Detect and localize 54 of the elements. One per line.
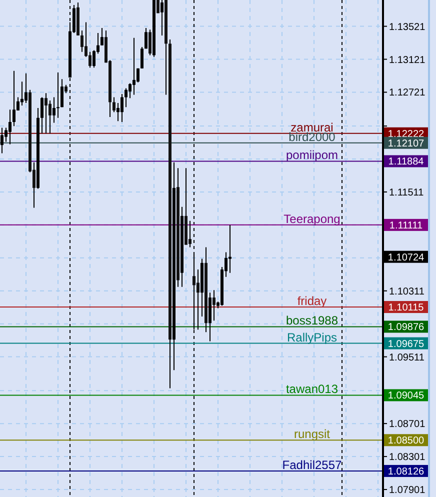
ref-line-label: pomiipom xyxy=(286,148,338,162)
candlestick xyxy=(60,78,64,108)
ref-line-label: Teerapong xyxy=(284,212,340,226)
ref-line-label: boss1988 xyxy=(286,314,338,328)
candlestick xyxy=(44,92,48,134)
candlestick xyxy=(120,93,124,122)
candlestick xyxy=(92,50,96,68)
y-tick-label: 1.08701 xyxy=(389,419,426,430)
candlestick xyxy=(192,252,196,330)
candlestick xyxy=(160,0,164,36)
candlestick xyxy=(140,46,144,69)
text: 1.09675 xyxy=(388,338,425,350)
text: 1.08126 xyxy=(388,466,425,478)
text: 1.11111 xyxy=(389,220,424,232)
ref-line-label: rungsit xyxy=(294,427,331,442)
candlestick xyxy=(24,72,28,104)
y-tick-label: 1.12721 xyxy=(389,88,426,99)
y-tick-label: 1.09511 xyxy=(389,352,425,364)
text: 1.12107 xyxy=(388,138,425,150)
y-tick-label: 1.08301 xyxy=(389,452,426,464)
text: 1.12222 xyxy=(388,128,425,140)
candlestick xyxy=(112,96,116,113)
candlestick xyxy=(132,37,136,96)
candlestick xyxy=(128,82,132,99)
ref-line-label: friday xyxy=(297,294,327,308)
text: 1.10115 xyxy=(388,302,424,314)
candlestick xyxy=(8,109,12,145)
text: 1.10724 xyxy=(388,252,425,264)
y-tick-label: 1.13121 xyxy=(389,54,426,66)
ref-line-label: Fadhil2557 xyxy=(282,458,342,472)
candlestick xyxy=(0,127,4,154)
candlestick xyxy=(100,28,104,46)
candlestick xyxy=(136,68,140,83)
candlestick xyxy=(12,70,16,127)
text: 1.09045 xyxy=(388,390,425,402)
candlestick xyxy=(188,220,192,248)
y-tick-label: 1.10311 xyxy=(389,286,425,298)
candlestick xyxy=(212,290,216,322)
candlestick xyxy=(80,30,84,52)
y-tick-label: 1.07901 xyxy=(389,485,426,496)
text: 1.09876 xyxy=(388,322,425,334)
text: 1.11884 xyxy=(388,156,424,168)
candlestick xyxy=(48,100,52,134)
candlestick xyxy=(52,96,56,124)
text: 1.08500 xyxy=(388,436,425,447)
candlestick xyxy=(124,88,128,108)
candlestick xyxy=(40,96,44,134)
candlestick xyxy=(56,72,60,118)
ref-line-label: tawan013 xyxy=(286,382,338,396)
y-tick-label: 1.13521 xyxy=(389,22,426,33)
candlestick xyxy=(228,224,232,274)
candlestick xyxy=(144,28,148,50)
y-tick-label: 1.11511 xyxy=(389,187,424,198)
ref-line-label: RallyPips xyxy=(286,330,338,344)
